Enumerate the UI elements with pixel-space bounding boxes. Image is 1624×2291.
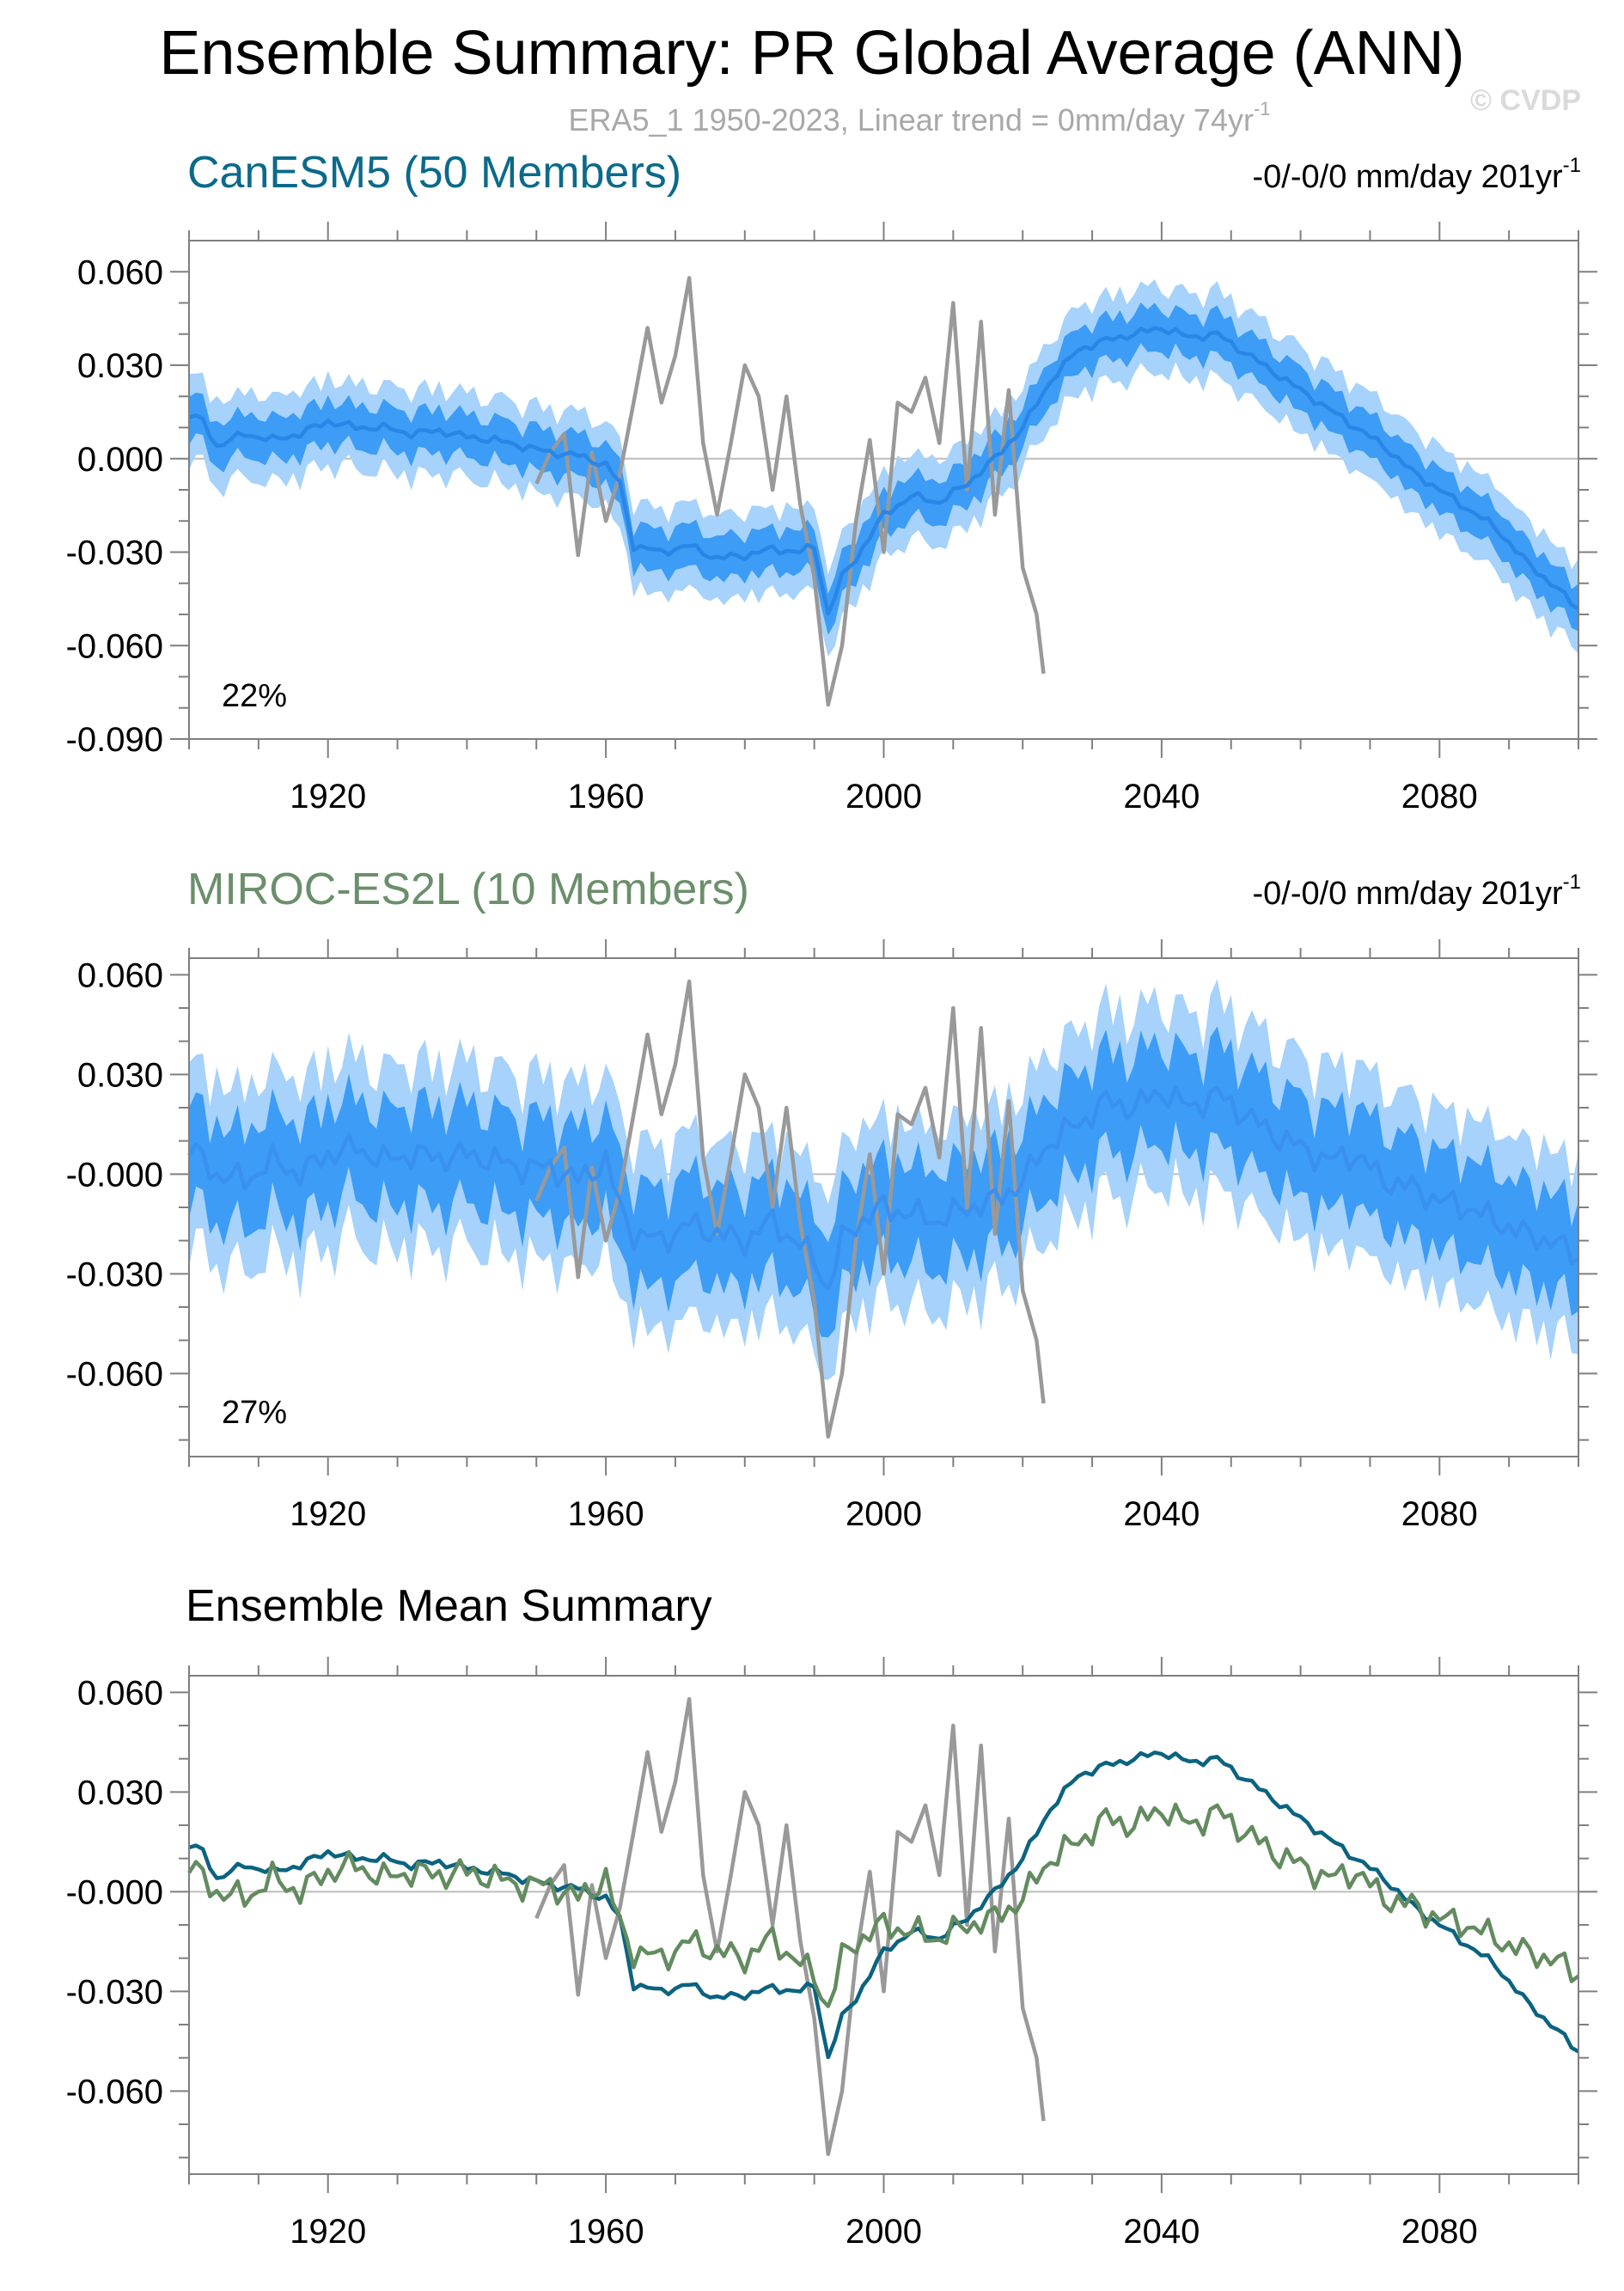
y-tick-label: -0.060 bbox=[66, 627, 163, 665]
panel-2-trend: -0/-0/0 mm/day 201yr-1 bbox=[1253, 871, 1581, 912]
obs-line bbox=[534, 276, 1046, 707]
panel-2-title: MIROC-ES2L (10 Members) bbox=[187, 864, 749, 914]
obs-line bbox=[534, 1696, 1046, 2157]
x-tick-label: 1920 bbox=[290, 2213, 366, 2251]
y-tick-label: -0.030 bbox=[66, 1973, 163, 2011]
y-tick-label: 0.030 bbox=[77, 1774, 163, 1811]
panel-2-trend-text: -0/-0/0 mm/day 201yr bbox=[1253, 876, 1563, 912]
panel-1-plot: 0.060 0.030 0.000 -0.030 -0.060 -0.090 1920 196… bbox=[66, 222, 1597, 816]
panel-3-title: Ensemble Mean Summary bbox=[186, 1581, 712, 1631]
obs-line bbox=[534, 979, 1046, 1439]
x-tick-label: 1960 bbox=[568, 1495, 644, 1533]
y-tick-label: 0.060 bbox=[77, 254, 163, 291]
plot-area: 0.060 0.030 0.000 -0.030 -0.060 -0.090 1920 196… bbox=[66, 222, 1597, 2251]
x-tick-label: 1920 bbox=[290, 1495, 366, 1533]
ensemble-spread-outer bbox=[189, 279, 1578, 657]
figure-subtitle-sup: -1 bbox=[1254, 98, 1271, 119]
x-tick-label: 2000 bbox=[846, 2213, 922, 2251]
panel-1-trend-text: -0/-0/0 mm/day 201yr bbox=[1253, 159, 1563, 195]
watermark: © CVDP bbox=[1470, 84, 1581, 117]
y-tick-label: 0.030 bbox=[77, 347, 163, 385]
y-tick-label: -0.090 bbox=[66, 721, 163, 759]
figure-subtitle-text: ERA5_1 1950-2023, Linear trend = 0mm/day… bbox=[568, 102, 1253, 137]
panel-1-trend: -0/-0/0 mm/day 201yr-1 bbox=[1253, 154, 1581, 195]
x-tick-label: 2040 bbox=[1123, 1495, 1200, 1533]
x-tick-label: 1920 bbox=[290, 778, 366, 816]
panel-percent-label: 22% bbox=[222, 678, 287, 714]
figure-title: Ensemble Summary: PR Global Average (ANN… bbox=[159, 19, 1464, 88]
x-tick-label: 2080 bbox=[1401, 1495, 1478, 1533]
x-tick-label: 2040 bbox=[1123, 2213, 1200, 2251]
x-tick-label: 1960 bbox=[568, 2213, 644, 2251]
y-tick-label: -0.030 bbox=[66, 1255, 163, 1293]
y-tick-label: 0.030 bbox=[77, 1056, 163, 1094]
panel-3-plot: 0.060 0.030 -0.000 -0.030 -0.060 1920 1960 2000… bbox=[66, 1657, 1597, 2251]
panel-2-trend-sup: -1 bbox=[1563, 871, 1581, 894]
x-tick-label: 2080 bbox=[1401, 778, 1478, 816]
panel-1-trend-sup: -1 bbox=[1563, 154, 1581, 177]
y-tick-label: -0.060 bbox=[66, 1355, 163, 1393]
figure-subtitle: ERA5_1 1950-2023, Linear trend = 0mm/day… bbox=[568, 98, 1270, 137]
x-tick-label: 2040 bbox=[1123, 778, 1200, 816]
x-tick-label: 2080 bbox=[1401, 2213, 1478, 2251]
y-tick-label: 0.060 bbox=[77, 956, 163, 994]
ensemble-mean-line bbox=[187, 1084, 1580, 1291]
x-tick-label: 2000 bbox=[846, 778, 922, 816]
miroc-es2l-mean-line bbox=[187, 1802, 1580, 2008]
y-tick-label: 0.060 bbox=[77, 1674, 163, 1712]
x-tick-label: 2000 bbox=[846, 1495, 922, 1533]
y-tick-label: -0.060 bbox=[66, 2073, 163, 2111]
y-tick-label: -0.000 bbox=[66, 1156, 163, 1194]
ensemble-mean-line bbox=[188, 326, 1580, 616]
panel-2-plot: 0.060 0.030 -0.000 -0.030 -0.060 1920 1960 2000… bbox=[66, 939, 1597, 1533]
canesm5-mean-line bbox=[188, 1750, 1580, 2060]
panel-1-title: CanESM5 (50 Members) bbox=[187, 148, 681, 198]
panel-percent-label: 27% bbox=[222, 1395, 287, 1431]
x-tick-label: 1960 bbox=[568, 778, 644, 816]
y-tick-label: 0.000 bbox=[77, 441, 163, 479]
y-tick-label: -0.030 bbox=[66, 535, 163, 572]
y-tick-label: -0.000 bbox=[66, 1873, 163, 1911]
plot-frame bbox=[188, 1675, 1579, 2175]
